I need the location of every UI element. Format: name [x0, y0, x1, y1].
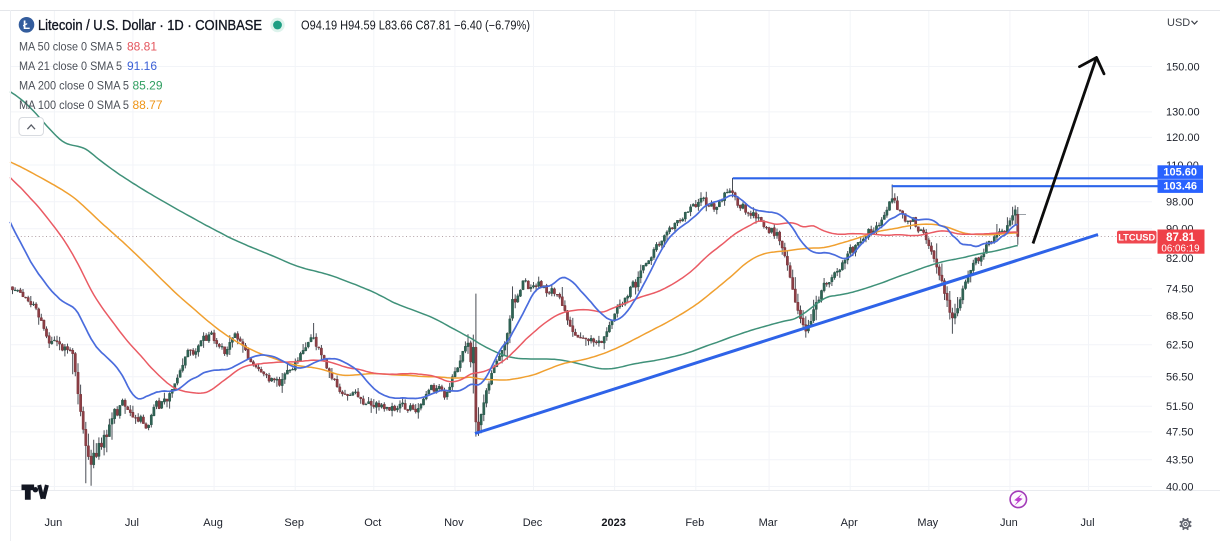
- svg-text:88.77: 88.77: [133, 98, 163, 112]
- svg-text:Litecoin / U.S. Dollar · 1D ·: Litecoin / U.S. Dollar · 1D · COINBASE: [38, 18, 262, 34]
- svg-text:Feb: Feb: [685, 517, 704, 529]
- svg-text:Ł: Ł: [23, 20, 30, 32]
- svg-text:USD: USD: [1167, 17, 1190, 29]
- svg-text:Nov: Nov: [444, 517, 464, 529]
- svg-text:105.60: 105.60: [1163, 167, 1197, 179]
- svg-text:74.50: 74.50: [1166, 284, 1194, 296]
- svg-text:43.50: 43.50: [1166, 455, 1194, 467]
- svg-text:LTCUSD: LTCUSD: [1118, 232, 1155, 242]
- svg-text:130.00: 130.00: [1166, 107, 1200, 119]
- svg-text:120.00: 120.00: [1166, 132, 1200, 144]
- svg-text:88.81: 88.81: [127, 39, 157, 53]
- svg-text:MA 100 close 0 SMA 5: MA 100 close 0 SMA 5: [19, 98, 129, 112]
- svg-text:O94.19 H94.59 L83.66 C87.81 −6: O94.19 H94.59 L83.66 C87.81 −6.40 (−6.79…: [301, 19, 530, 33]
- svg-text:40.00: 40.00: [1166, 481, 1194, 493]
- svg-text:MA 21 close 0 SMA 5: MA 21 close 0 SMA 5: [19, 59, 122, 73]
- svg-text:85.29: 85.29: [133, 78, 163, 92]
- svg-text:06:06:19: 06:06:19: [1161, 243, 1199, 254]
- svg-text:Aug: Aug: [203, 517, 223, 529]
- svg-text:Jul: Jul: [1080, 517, 1094, 529]
- svg-text:MA 200 close 0 SMA 5: MA 200 close 0 SMA 5: [19, 78, 129, 92]
- svg-text:98.00: 98.00: [1166, 197, 1194, 209]
- svg-text:Dec: Dec: [523, 517, 543, 529]
- svg-text:91.16: 91.16: [127, 59, 157, 73]
- svg-text:Oct: Oct: [364, 517, 381, 529]
- svg-text:Jul: Jul: [125, 517, 139, 529]
- svg-text:150.00: 150.00: [1166, 61, 1200, 73]
- svg-text:47.50: 47.50: [1166, 427, 1194, 439]
- svg-text:103.46: 103.46: [1163, 181, 1197, 193]
- svg-text:Jun: Jun: [45, 517, 63, 529]
- svg-text:56.50: 56.50: [1166, 372, 1194, 384]
- svg-text:Sep: Sep: [284, 517, 304, 529]
- svg-text:May: May: [917, 517, 938, 529]
- svg-text:51.50: 51.50: [1166, 401, 1194, 413]
- svg-text:Mar: Mar: [759, 517, 778, 529]
- svg-text:Jun: Jun: [1000, 517, 1018, 529]
- svg-text:2023: 2023: [601, 517, 625, 529]
- svg-text:62.50: 62.50: [1166, 339, 1194, 351]
- svg-text:Apr: Apr: [841, 517, 858, 529]
- svg-text:MA 50 close 0 SMA 5: MA 50 close 0 SMA 5: [19, 39, 122, 53]
- svg-text:68.50: 68.50: [1166, 310, 1194, 322]
- svg-text:87.81: 87.81: [1166, 232, 1195, 244]
- svg-text:82.00: 82.00: [1166, 253, 1194, 265]
